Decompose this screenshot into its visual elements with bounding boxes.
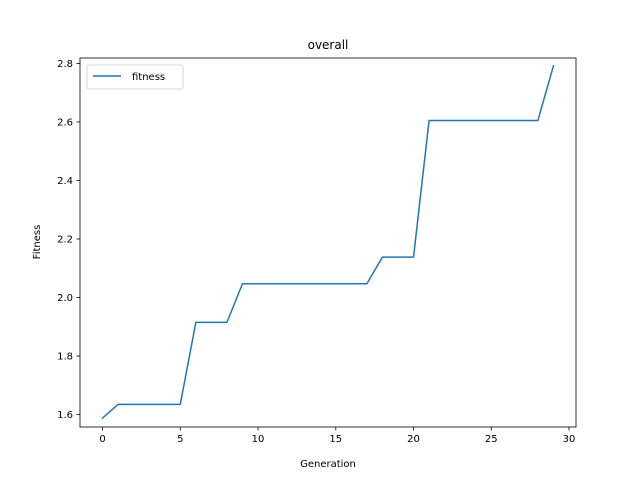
legend: fitness xyxy=(86,64,184,90)
y-tick-label: 2.0 xyxy=(57,293,73,304)
y-tick-label: 2.8 xyxy=(57,59,73,70)
x-tick-label: 30 xyxy=(563,434,576,445)
plot-frame xyxy=(79,57,577,428)
legend-box xyxy=(86,64,184,90)
x-tick-label: 5 xyxy=(177,434,183,445)
y-tick-label: 1.8 xyxy=(57,352,73,363)
y-tick-label: 1.6 xyxy=(57,410,73,421)
x-axis-ticks: 0 5 10 15 20 25 30 xyxy=(99,427,575,445)
y-tick-label: 2.4 xyxy=(57,176,73,187)
x-tick-label: 25 xyxy=(485,434,498,445)
y-tick-label: 2.2 xyxy=(57,234,73,245)
chart-title: overall xyxy=(308,38,349,52)
y-axis-title: Fitness xyxy=(32,225,43,260)
x-tick-label: 0 xyxy=(99,434,105,445)
legend-label-fitness: fitness xyxy=(132,72,165,83)
y-axis-ticks: 1.6 1.8 2.0 2.2 2.4 2.6 2.8 xyxy=(57,59,80,421)
x-tick-label: 15 xyxy=(329,434,342,445)
x-axis-title: Generation xyxy=(300,459,356,470)
y-tick-label: 2.6 xyxy=(57,117,73,128)
x-tick-label: 10 xyxy=(252,434,265,445)
x-tick-label: 20 xyxy=(407,434,420,445)
series-line-fitness xyxy=(101,64,555,420)
